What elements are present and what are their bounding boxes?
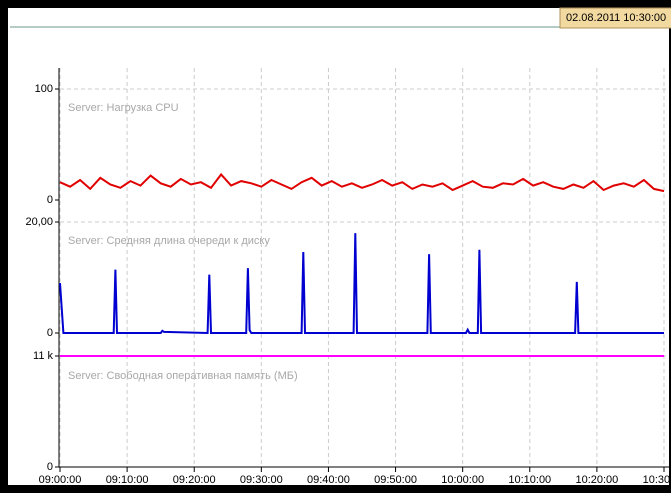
- x-tick-label: 09:00:00: [39, 474, 82, 486]
- x-tick-label: 10:10:00: [508, 474, 551, 486]
- y-tick-label: 0: [47, 194, 53, 206]
- x-tick-label: 09:20:00: [173, 474, 216, 486]
- x-tick-label: 10:30:00: [643, 474, 671, 486]
- x-tick-label: 10:20:00: [575, 474, 618, 486]
- series-line: [59, 233, 664, 335]
- series-label: Server: Свободная оперативная память (МБ…: [68, 370, 298, 382]
- x-tick-label: 09:10:00: [106, 474, 149, 486]
- y-tick-label: 100: [35, 83, 53, 95]
- series-line: [59, 172, 665, 193]
- y-tick-label: 20,00: [25, 216, 53, 228]
- x-tick-label: 09:50:00: [374, 474, 417, 486]
- x-tick-label: 09:30:00: [240, 474, 283, 486]
- timestamp-box: [559, 7, 671, 29]
- panel-bg: [8, 8, 669, 485]
- y-tick-label: 0: [47, 327, 53, 339]
- x-tick-label: 09:40:00: [307, 474, 350, 486]
- timestamp: 02.08.2011 10:30:00: [566, 12, 666, 24]
- x-tick-label: 10:00:00: [441, 474, 484, 486]
- y-tick-label: 11 k: [33, 350, 53, 362]
- series-label: Server: Нагрузка CPU: [68, 102, 179, 114]
- series-label: Server: Средняя длина очереди к диску: [68, 235, 270, 247]
- y-tick-label: 0: [47, 461, 53, 473]
